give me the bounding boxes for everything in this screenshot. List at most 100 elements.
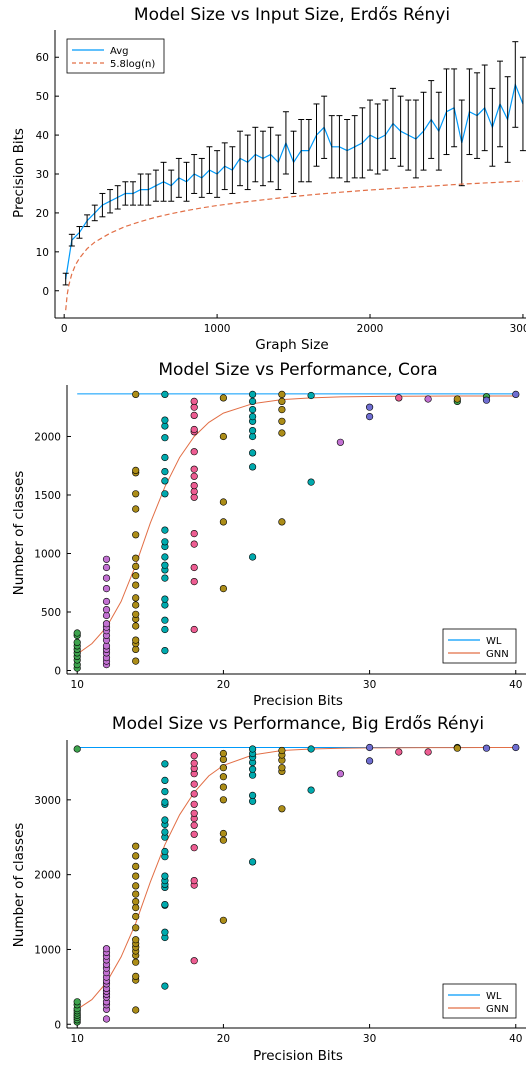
scatter-point bbox=[453, 744, 461, 752]
error-bar bbox=[259, 130, 266, 187]
scatter-point bbox=[132, 972, 140, 981]
scatter-point bbox=[161, 477, 169, 485]
scatter-point bbox=[190, 482, 198, 490]
scatter-point bbox=[307, 786, 315, 794]
error-bar bbox=[282, 111, 289, 175]
error-bar bbox=[405, 99, 412, 171]
scatter-point bbox=[161, 453, 169, 462]
scatter-point bbox=[336, 770, 345, 778]
scatter-point bbox=[249, 427, 257, 435]
error-bar bbox=[99, 192, 106, 218]
scatter-point bbox=[132, 958, 140, 966]
x-tick-label: 10 bbox=[71, 1033, 84, 1045]
scatter-point bbox=[161, 776, 169, 785]
scatter-point bbox=[161, 847, 169, 856]
error-bar bbox=[237, 130, 244, 187]
scatter-point bbox=[512, 390, 520, 399]
scatter-point bbox=[219, 829, 227, 838]
x-tick-label: 20 bbox=[217, 1033, 230, 1045]
scatter-point bbox=[132, 594, 140, 602]
panel-1-xlabel: Graph Size bbox=[255, 337, 328, 353]
scatter-point bbox=[219, 916, 227, 924]
panel-1-ticks: 0 1000 2000 3000 0 10 20 30 40 50 60 bbox=[36, 52, 526, 335]
error-bar bbox=[351, 115, 358, 179]
error-bar bbox=[107, 189, 114, 214]
scatter-point bbox=[102, 620, 111, 628]
scatter-point bbox=[161, 434, 169, 442]
scatter-point bbox=[395, 394, 403, 402]
scatter-point bbox=[132, 862, 140, 871]
panel-2-plot-area bbox=[73, 390, 520, 672]
x-tick-label: 40 bbox=[509, 1033, 522, 1045]
error-bar bbox=[458, 99, 465, 187]
scatter-point bbox=[190, 800, 198, 808]
scatter-point bbox=[190, 759, 198, 767]
scatter-point bbox=[278, 746, 286, 755]
scatter-point bbox=[278, 406, 286, 414]
scatter-point bbox=[132, 562, 140, 571]
error-bar bbox=[519, 56, 526, 152]
scatter-point bbox=[249, 858, 257, 866]
scatter-point bbox=[249, 791, 257, 800]
panel-3-plot-area bbox=[73, 743, 520, 1026]
error-bar bbox=[512, 41, 519, 128]
scatter-point bbox=[219, 432, 227, 441]
scatter-point bbox=[219, 749, 227, 758]
error-bar bbox=[397, 95, 404, 167]
error-bar bbox=[76, 226, 83, 239]
x-tick-label: 40 bbox=[509, 679, 522, 691]
panel-3: Model Size vs Performance, Big Erdős Rén… bbox=[11, 714, 526, 1064]
error-bar bbox=[198, 157, 205, 198]
scatter-point bbox=[161, 646, 169, 655]
scatter-point bbox=[102, 945, 111, 953]
scatter-point bbox=[219, 584, 227, 593]
scatter-point bbox=[161, 872, 169, 880]
error-bar bbox=[451, 68, 458, 148]
scatter-point bbox=[161, 490, 169, 498]
error-bar bbox=[412, 99, 419, 179]
scatter-point bbox=[190, 563, 198, 572]
scatter-point bbox=[190, 448, 198, 456]
error-bar bbox=[344, 119, 351, 183]
error-bar bbox=[62, 272, 69, 286]
panel-2-ticks: 10 20 30 40 0 500 1000 1500 2000 bbox=[34, 431, 522, 691]
scatter-point bbox=[307, 391, 315, 400]
y-tick-label: 1500 bbox=[34, 490, 61, 502]
error-bar bbox=[175, 157, 182, 198]
legend-box bbox=[442, 628, 517, 664]
scatter-point bbox=[190, 830, 198, 838]
panel-2: Model Size vs Performance, Cora Precisio… bbox=[11, 360, 526, 709]
scatter-point bbox=[161, 553, 169, 561]
error-bar bbox=[137, 173, 144, 206]
error-bar bbox=[275, 134, 282, 191]
error-bar bbox=[84, 214, 91, 228]
error-bar bbox=[252, 126, 259, 183]
x-tick-label: 0 bbox=[61, 323, 68, 335]
scatter-point bbox=[132, 936, 140, 944]
scatter-point bbox=[132, 882, 140, 890]
scatter-point bbox=[161, 760, 169, 768]
error-bar bbox=[497, 60, 504, 148]
scatter-point bbox=[73, 998, 81, 1006]
scatter-point bbox=[307, 478, 315, 486]
error-bar bbox=[305, 119, 312, 183]
error-bar bbox=[298, 119, 305, 183]
error-bar bbox=[129, 181, 136, 206]
y-tick-label: 1000 bbox=[34, 944, 61, 956]
error-bar bbox=[214, 150, 221, 198]
scatter-point bbox=[161, 595, 169, 603]
scatter-point bbox=[190, 780, 198, 788]
scatter-point bbox=[132, 903, 140, 912]
error-bar bbox=[152, 169, 159, 202]
y-tick-label: 1000 bbox=[34, 548, 61, 560]
scatter-point bbox=[132, 554, 140, 562]
x-tick-label: 3000 bbox=[510, 323, 526, 335]
scatter-point bbox=[395, 748, 403, 756]
y-tick-label: 3000 bbox=[34, 795, 61, 807]
error-bar bbox=[122, 181, 129, 206]
y-tick-label: 500 bbox=[41, 607, 61, 619]
legend-label-gnn: GNN bbox=[486, 1004, 509, 1015]
error-bar bbox=[313, 103, 320, 167]
scatter-point bbox=[278, 417, 286, 425]
y-tick-label: 20 bbox=[36, 208, 49, 220]
